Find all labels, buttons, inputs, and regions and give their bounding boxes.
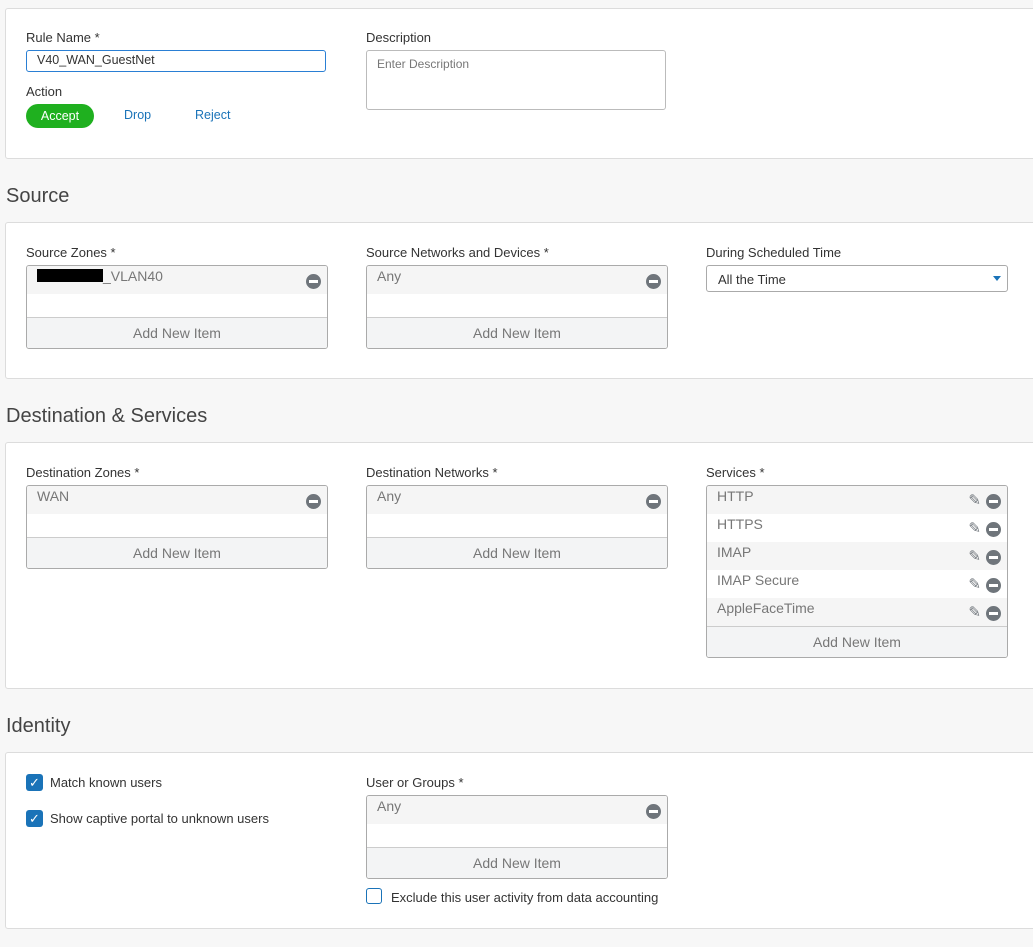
- source-zones-label: Source Zones *: [26, 245, 116, 260]
- captive-portal-checkbox[interactable]: ✓: [26, 810, 43, 827]
- rule-name-input[interactable]: V40_WAN_GuestNet: [26, 50, 326, 72]
- source-networks-label: Source Networks and Devices *: [366, 245, 549, 260]
- item-label: IMAP: [717, 544, 752, 560]
- accept-button[interactable]: Accept: [26, 104, 94, 128]
- destination-zones-label: Destination Zones *: [26, 465, 140, 480]
- empty-row: [367, 514, 667, 537]
- exclude-accounting-label: Exclude this user activity from data acc…: [391, 890, 659, 905]
- list-item: IMAP Secure ✎: [707, 570, 1007, 598]
- drop-button[interactable]: Drop: [124, 108, 152, 122]
- schedule-label: During Scheduled Time: [706, 245, 842, 260]
- add-new-item-button[interactable]: Add New Item: [367, 537, 667, 568]
- remove-icon[interactable]: [986, 494, 1001, 509]
- exclude-accounting-checkbox[interactable]: [366, 888, 382, 904]
- destination-heading: Destination & Services: [6, 405, 208, 427]
- item-label: Any: [377, 268, 402, 284]
- list-item: _VLAN40: [27, 266, 327, 294]
- remove-icon[interactable]: [646, 494, 661, 509]
- item-label: WAN: [37, 488, 70, 504]
- empty-row: [367, 294, 667, 317]
- schedule-value: All the Time: [718, 272, 786, 287]
- add-new-item-button[interactable]: Add New Item: [27, 537, 327, 568]
- remove-icon[interactable]: [306, 274, 321, 289]
- add-new-item-button[interactable]: Add New Item: [367, 317, 667, 348]
- match-known-users-label: Match known users: [50, 775, 162, 790]
- users-groups-list: Any Add New Item: [366, 795, 668, 879]
- item-label: Any: [377, 798, 402, 814]
- captive-portal-label: Show captive portal to unknown users: [50, 811, 269, 826]
- empty-row: [367, 824, 667, 847]
- item-label: AppleFaceTime: [717, 600, 815, 616]
- remove-icon[interactable]: [986, 606, 1001, 621]
- remove-icon[interactable]: [646, 274, 661, 289]
- redacted-block: [37, 269, 103, 282]
- list-item: IMAP ✎: [707, 542, 1007, 570]
- pencil-icon[interactable]: ✎: [968, 576, 981, 593]
- rule-name-label: Rule Name *: [26, 30, 100, 45]
- source-networks-list: Any Add New Item: [366, 265, 668, 349]
- description-textarea[interactable]: Enter Description: [366, 50, 666, 110]
- item-label: Any: [377, 488, 402, 504]
- description-label: Description: [366, 30, 432, 45]
- add-new-item-button[interactable]: Add New Item: [707, 626, 1007, 657]
- action-label: Action: [26, 84, 63, 99]
- schedule-select[interactable]: All the Time: [706, 265, 1008, 292]
- list-item: HTTP ✎: [707, 486, 1007, 514]
- source-zones-list: _VLAN40 Add New Item: [26, 265, 328, 349]
- list-item: Any: [367, 796, 667, 824]
- add-new-item-button[interactable]: Add New Item: [367, 847, 667, 878]
- remove-icon[interactable]: [986, 550, 1001, 565]
- identity-heading: Identity: [6, 715, 71, 737]
- item-label: HTTPS: [717, 516, 763, 532]
- empty-row: [27, 294, 327, 317]
- reject-button[interactable]: Reject: [195, 108, 231, 122]
- destination-networks-list: Any Add New Item: [366, 485, 668, 569]
- source-heading: Source: [6, 185, 70, 207]
- list-item: AppleFaceTime ✎: [707, 598, 1007, 626]
- pencil-icon[interactable]: ✎: [968, 520, 981, 537]
- item-label: _VLAN40: [103, 268, 163, 284]
- pencil-icon[interactable]: ✎: [968, 604, 981, 621]
- list-item: HTTPS ✎: [707, 514, 1007, 542]
- list-item: WAN: [27, 486, 327, 514]
- pencil-icon[interactable]: ✎: [968, 548, 981, 565]
- remove-icon[interactable]: [306, 494, 321, 509]
- services-list: HTTP ✎ HTTPS ✎ IMAP ✎ IMAP Secure ✎ AppleFac…: [706, 485, 1008, 658]
- services-label: Services *: [706, 465, 765, 480]
- destination-zones-list: WAN Add New Item: [26, 485, 328, 569]
- item-label: IMAP Secure: [717, 572, 800, 588]
- remove-icon[interactable]: [986, 522, 1001, 537]
- pencil-icon[interactable]: ✎: [968, 492, 981, 509]
- list-item: Any: [367, 266, 667, 294]
- empty-row: [27, 514, 327, 537]
- chevron-down-icon: [993, 276, 1001, 281]
- list-item: Any: [367, 486, 667, 514]
- match-known-users-checkbox[interactable]: ✓: [26, 774, 43, 791]
- destination-networks-label: Destination Networks *: [366, 465, 498, 480]
- remove-icon[interactable]: [646, 804, 661, 819]
- item-label: HTTP: [717, 488, 754, 504]
- remove-icon[interactable]: [986, 578, 1001, 593]
- add-new-item-button[interactable]: Add New Item: [27, 317, 327, 348]
- users-groups-label: User or Groups *: [366, 775, 464, 790]
